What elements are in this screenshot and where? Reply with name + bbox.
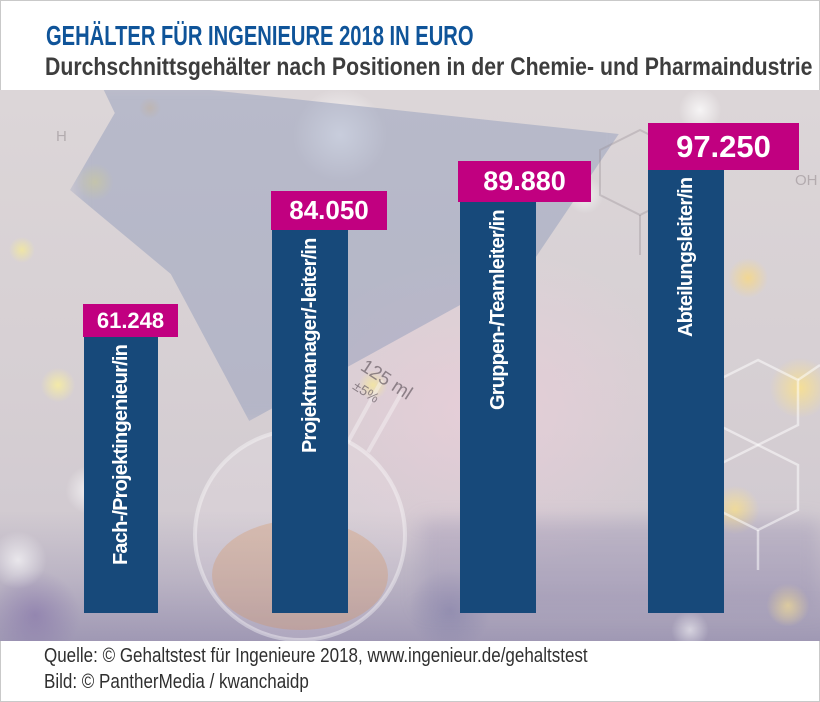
salary-bar-gruppen-teamleiter: Gruppen-/Teamleiter/in bbox=[460, 202, 536, 613]
value-badge: 97.250 bbox=[648, 123, 799, 170]
salary-bar-abteilungsleiter: Abteilungsleiter/in bbox=[648, 170, 724, 613]
source-credit-text: Quelle: © Gehaltstest für Ingenieure 201… bbox=[44, 645, 588, 667]
bar-label: Projektmanager/-leiter/in bbox=[299, 238, 321, 453]
source-credit: Quelle: © Gehaltstest für Ingenieure 201… bbox=[44, 645, 684, 668]
bar-label: Gruppen-/Teamleiter/in bbox=[487, 210, 509, 410]
image-credit-text: Bild: © PantherMedia / kwanchaidp bbox=[44, 671, 309, 693]
value-badge: 89.880 bbox=[458, 161, 591, 202]
value-badge: 84.050 bbox=[271, 191, 387, 230]
chart-subtitle-text: Durchschnittsgehälter nach Positionen in… bbox=[45, 53, 813, 81]
chart-title-text: GEHÄLTER FÜR INGENIEURE 2018 IN EURO bbox=[46, 20, 474, 51]
chart-subtitle: Durchschnittsgehälter nach Positionen in… bbox=[45, 53, 820, 82]
chart-title: GEHÄLTER FÜR INGENIEURE 2018 IN EURO bbox=[46, 20, 640, 52]
value-badge: 61.248 bbox=[83, 304, 178, 337]
salary-bar-fach-projektingenieur: Fach-/Projektingenieur/in bbox=[84, 337, 158, 613]
salary-bar-projektmanager: Projektmanager/-leiter/in bbox=[272, 230, 348, 613]
chem-oh-label: OH bbox=[795, 172, 818, 189]
chem-h-label: H bbox=[56, 128, 67, 145]
image-credit: Bild: © PantherMedia / kwanchaidp bbox=[44, 671, 356, 694]
bar-label: Abteilungsleiter/in bbox=[675, 178, 697, 338]
bar-label: Fach-/Projektingenieur/in bbox=[110, 345, 132, 566]
